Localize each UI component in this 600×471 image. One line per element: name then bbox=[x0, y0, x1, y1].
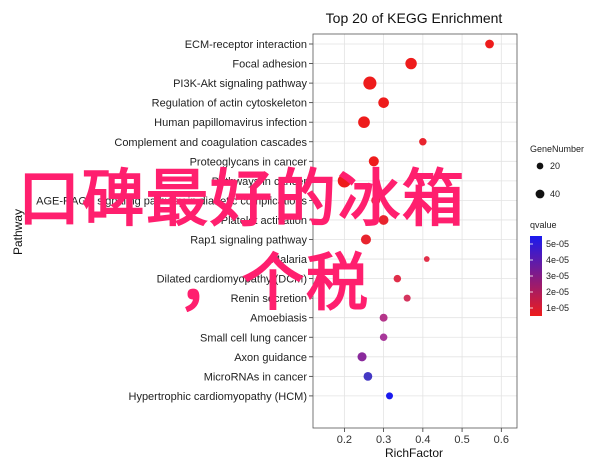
data-point bbox=[358, 116, 370, 129]
data-point bbox=[379, 313, 388, 322]
y-tick-label: Regulation of actin cytoskeleton bbox=[152, 98, 307, 110]
x-axis-label: RichFactor bbox=[385, 446, 443, 460]
plot-area: 0.2 0.3 0.4 0.5 0.6 ECM-receptor interaction F… bbox=[36, 33, 518, 446]
y-tick-label: MicroRNAs in cancer bbox=[204, 371, 308, 383]
x-tick-label: 0.6 bbox=[494, 434, 509, 446]
data-point bbox=[337, 174, 352, 188]
data-point bbox=[405, 57, 417, 70]
data-point bbox=[379, 333, 388, 341]
data-point bbox=[357, 352, 367, 362]
data-point bbox=[363, 76, 377, 90]
data-point bbox=[419, 138, 427, 146]
y-tick-label: Complement and coagulation cascades bbox=[114, 137, 307, 149]
legend-color-label: 4e-05 bbox=[546, 255, 569, 265]
y-tick-label: Focal adhesion bbox=[232, 59, 307, 71]
y-tick-label: Rap1 signaling pathway bbox=[190, 235, 307, 247]
data-point bbox=[368, 156, 379, 167]
y-tick-label: Human papillomavirus infection bbox=[154, 117, 307, 129]
legend-size-label: 40 bbox=[550, 189, 560, 199]
x-tick-label: 0.2 bbox=[337, 434, 352, 446]
y-tick-label: Renin secretion bbox=[231, 293, 307, 305]
y-tick-label: PI3K-Akt signaling pathway bbox=[173, 78, 307, 90]
data-point bbox=[360, 234, 371, 245]
x-tick-label: 0.5 bbox=[454, 434, 469, 446]
y-tick-label: Dilated cardiomyopathy (DCM) bbox=[157, 274, 307, 286]
legend-size-title: GeneNumber bbox=[530, 144, 584, 154]
data-point bbox=[386, 392, 393, 400]
legend-color-label: 3e-05 bbox=[546, 271, 569, 281]
data-point bbox=[363, 371, 373, 381]
y-tick-label: Axon guidance bbox=[234, 352, 307, 364]
data-point bbox=[393, 274, 402, 283]
y-tick-label: Small cell lung cancer bbox=[200, 332, 307, 344]
legend-size-label: 20 bbox=[550, 161, 560, 171]
y-tick-label: ECM-receptor interaction bbox=[185, 39, 307, 51]
x-tick-label: 0.4 bbox=[415, 434, 430, 446]
data-point bbox=[371, 195, 381, 205]
data-point bbox=[378, 215, 389, 225]
data-point bbox=[423, 256, 430, 262]
y-tick-label: Platelet activation bbox=[221, 215, 307, 227]
y-tick-label: Pathways in cancer bbox=[212, 176, 308, 188]
legend-color-label: 5e-05 bbox=[546, 239, 569, 249]
y-tick-label: Malaria bbox=[271, 254, 308, 266]
data-point bbox=[403, 294, 411, 302]
data-point bbox=[378, 97, 389, 108]
y-tick-label: Hypertrophic cardiomyopathy (HCM) bbox=[129, 391, 308, 403]
y-tick-label: Amoebiasis bbox=[250, 313, 307, 325]
y-axis-label: Pathway bbox=[11, 209, 25, 255]
y-tick-label: Proteoglycans in cancer bbox=[190, 156, 308, 168]
y-tick-label: AGE-RAGE signaling pathway in diabetic c… bbox=[36, 195, 307, 207]
legend-size-swatch bbox=[536, 162, 544, 170]
legend-color-title: qvalue bbox=[530, 220, 557, 230]
legend-color-label: 2e-05 bbox=[546, 287, 569, 297]
legend-size-swatch bbox=[535, 189, 545, 199]
plot-border bbox=[312, 33, 518, 429]
plot-panel bbox=[313, 34, 517, 428]
data-point bbox=[485, 39, 494, 49]
x-tick-label: 0.3 bbox=[376, 434, 391, 446]
legend-color-bar bbox=[530, 236, 542, 316]
legend: GeneNumber 20 40 qvalue 5e-05 4e-05 3e-05 2e-05… bbox=[530, 144, 584, 316]
legend-color-label: 1e-05 bbox=[546, 303, 569, 313]
chart-title: Top 20 of KEGG Enrichment bbox=[326, 10, 503, 26]
